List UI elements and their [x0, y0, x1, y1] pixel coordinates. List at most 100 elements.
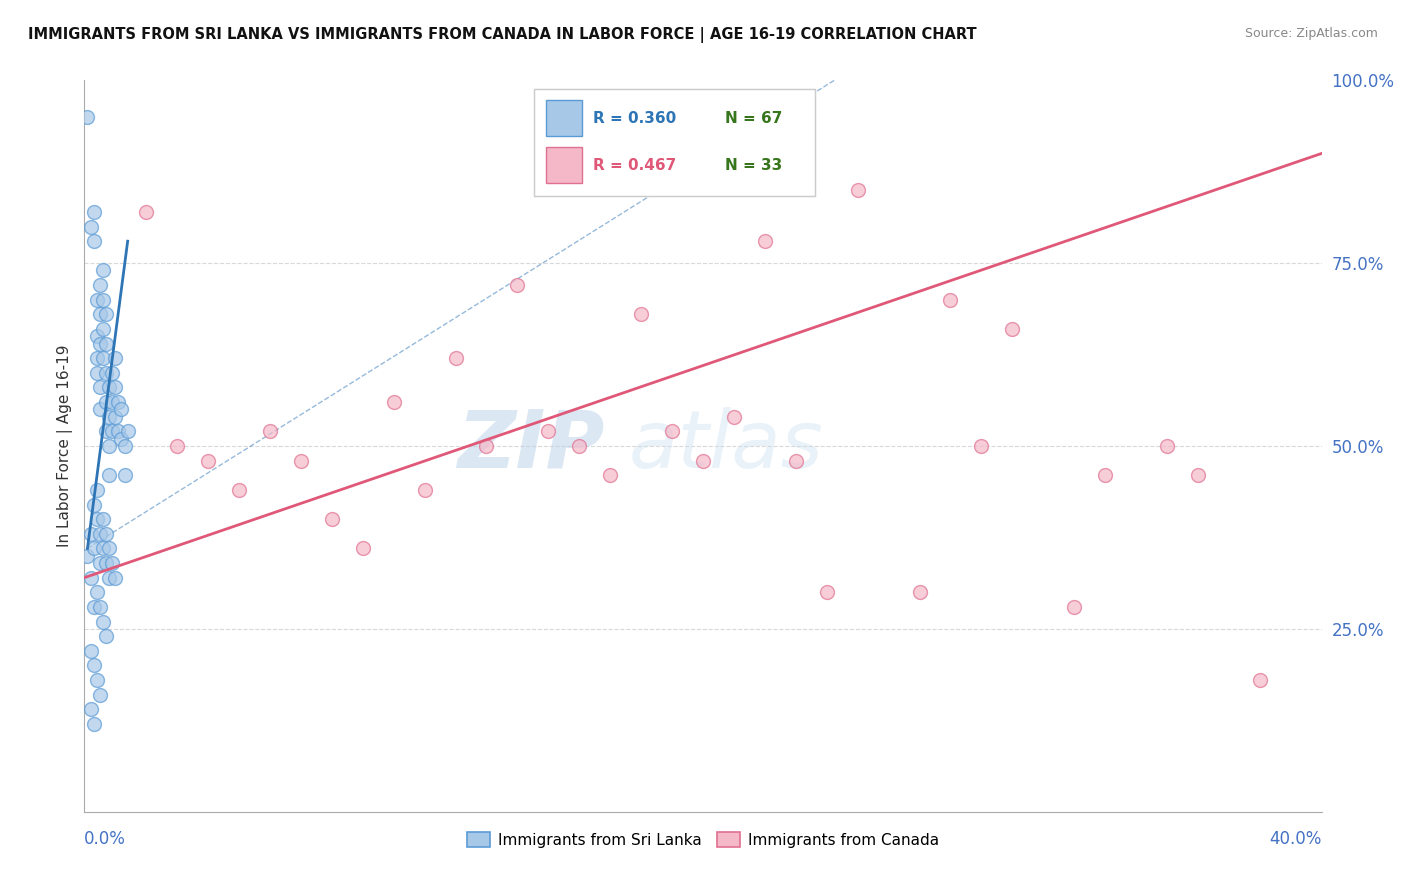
Point — [939, 293, 962, 307]
Point — [86, 351, 108, 366]
Text: N = 67: N = 67 — [725, 111, 783, 126]
Point — [1094, 468, 1116, 483]
Point — [83, 234, 105, 248]
Point — [89, 402, 111, 417]
Point — [630, 307, 652, 321]
Point — [83, 658, 105, 673]
Point — [723, 409, 745, 424]
Point — [94, 336, 117, 351]
Text: atlas: atlas — [628, 407, 824, 485]
Point — [86, 366, 108, 380]
Point — [86, 585, 108, 599]
Point — [94, 395, 117, 409]
Text: 40.0%: 40.0% — [1270, 830, 1322, 848]
Point — [382, 395, 405, 409]
Point — [98, 439, 121, 453]
Bar — [546, 100, 582, 136]
Point — [76, 110, 98, 124]
Point — [98, 571, 121, 585]
Text: R = 0.467: R = 0.467 — [593, 158, 676, 173]
Point — [89, 526, 111, 541]
Point — [91, 293, 114, 307]
Point — [101, 556, 124, 570]
Point — [228, 483, 250, 497]
Point — [1249, 673, 1271, 687]
Point — [352, 541, 374, 556]
Point — [104, 380, 127, 394]
Text: ZIP: ZIP — [457, 407, 605, 485]
Point — [79, 644, 101, 658]
Point — [107, 425, 129, 439]
Point — [506, 278, 529, 293]
Point — [290, 453, 312, 467]
Point — [114, 439, 136, 453]
Point — [1187, 468, 1209, 483]
Text: N = 33: N = 33 — [725, 158, 783, 173]
Point — [89, 599, 111, 614]
Y-axis label: In Labor Force | Age 16-19: In Labor Force | Age 16-19 — [58, 344, 73, 548]
Point — [1063, 599, 1085, 614]
Point — [83, 599, 105, 614]
Point — [846, 183, 869, 197]
Point — [86, 512, 108, 526]
Point — [98, 541, 121, 556]
Point — [475, 439, 498, 453]
Point — [76, 549, 98, 563]
Point — [785, 453, 807, 467]
Point — [91, 263, 114, 277]
Point — [104, 409, 127, 424]
Point — [86, 483, 108, 497]
Point — [661, 425, 683, 439]
Point — [86, 329, 108, 343]
Point — [89, 688, 111, 702]
Point — [86, 293, 108, 307]
Point — [83, 717, 105, 731]
Point — [91, 322, 114, 336]
Point — [754, 234, 776, 248]
Bar — [546, 147, 582, 184]
Point — [83, 541, 105, 556]
Text: 0.0%: 0.0% — [84, 830, 127, 848]
Point — [970, 439, 993, 453]
Point — [537, 425, 560, 439]
Point — [94, 307, 117, 321]
Point — [104, 571, 127, 585]
Point — [83, 498, 105, 512]
Point — [89, 307, 111, 321]
Point — [815, 585, 838, 599]
Point — [166, 439, 188, 453]
Point — [91, 351, 114, 366]
Point — [94, 425, 117, 439]
Point — [98, 409, 121, 424]
Point — [98, 380, 121, 394]
Point — [101, 395, 124, 409]
Point — [135, 205, 157, 219]
Point — [110, 432, 132, 446]
Point — [94, 526, 117, 541]
Point — [91, 615, 114, 629]
Point — [91, 541, 114, 556]
Point — [908, 585, 931, 599]
Legend: Immigrants from Sri Lanka, Immigrants from Canada: Immigrants from Sri Lanka, Immigrants fr… — [460, 824, 946, 855]
Point — [89, 556, 111, 570]
Point — [79, 526, 101, 541]
Point — [692, 453, 714, 467]
Point — [89, 278, 111, 293]
Point — [107, 395, 129, 409]
Point — [94, 556, 117, 570]
Point — [117, 425, 139, 439]
Point — [86, 673, 108, 687]
Point — [568, 439, 591, 453]
Point — [89, 380, 111, 394]
Point — [98, 468, 121, 483]
Point — [101, 425, 124, 439]
Point — [79, 702, 101, 716]
Point — [91, 512, 114, 526]
Point — [321, 512, 343, 526]
Point — [1156, 439, 1178, 453]
Point — [79, 571, 101, 585]
Text: IMMIGRANTS FROM SRI LANKA VS IMMIGRANTS FROM CANADA IN LABOR FORCE | AGE 16-19 C: IMMIGRANTS FROM SRI LANKA VS IMMIGRANTS … — [28, 27, 977, 43]
Point — [197, 453, 219, 467]
Point — [599, 468, 621, 483]
Point — [1001, 322, 1024, 336]
